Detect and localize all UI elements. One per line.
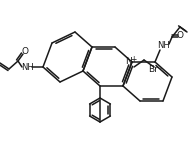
Text: ⁻: ⁻ [157,66,161,75]
Text: NH: NH [158,42,170,51]
Text: Br: Br [148,66,158,75]
Text: O: O [21,46,28,56]
Text: +: + [130,55,136,64]
Text: N: N [125,57,131,66]
Text: NH: NH [21,63,33,72]
Text: O: O [177,32,184,40]
